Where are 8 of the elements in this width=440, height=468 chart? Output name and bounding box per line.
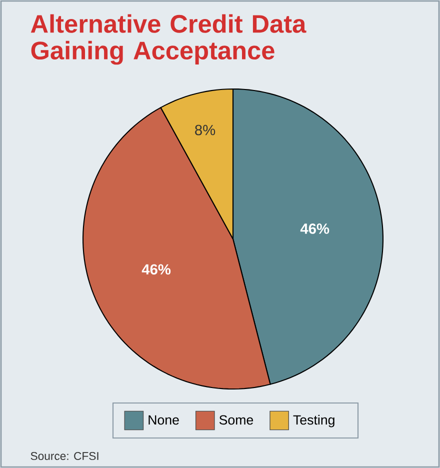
source-note: Source: CFSI [30, 452, 98, 460]
legend-label: Some [219, 415, 254, 425]
data-label: 8% [195, 124, 216, 136]
legend-label: Testing [293, 414, 334, 428]
chart-title: Alternative Credit Data Gaining Acceptance [30, 14, 306, 65]
legend-label: None [148, 415, 179, 425]
data-label: 46% [300, 223, 330, 234]
data-label: 46% [142, 264, 171, 275]
